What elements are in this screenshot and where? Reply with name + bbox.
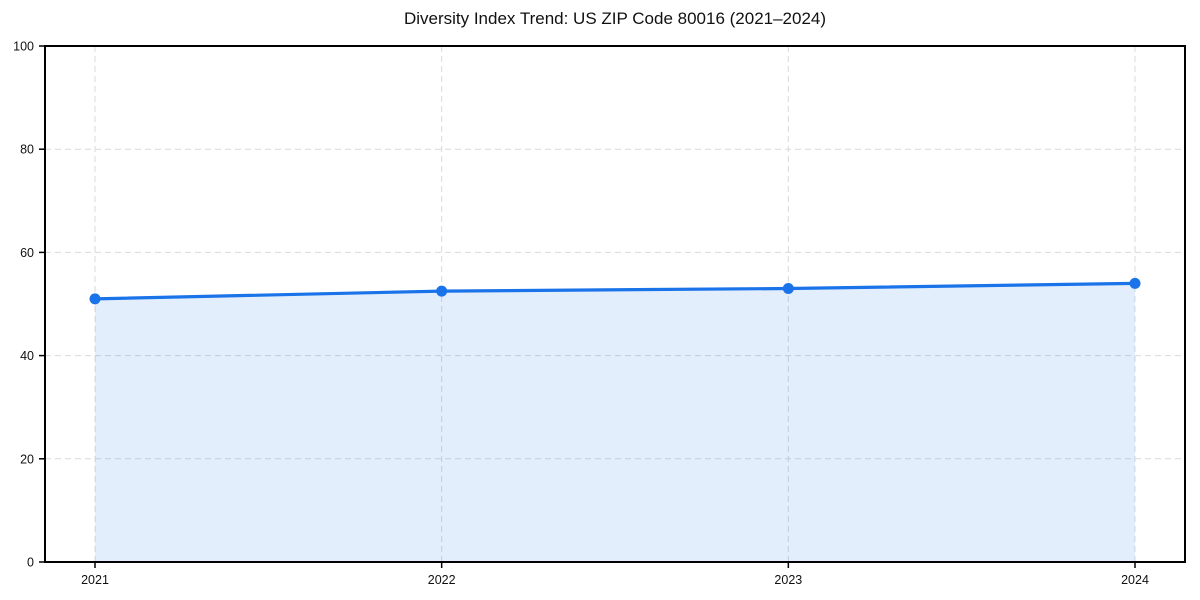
- x-axis-tick-label: 2021: [81, 573, 109, 587]
- axes-frame: [44, 45, 1186, 563]
- y-axis-tick-label: 20: [20, 452, 34, 466]
- x-axis-tick-label: 2023: [774, 573, 802, 587]
- y-axis-tick-label: 40: [20, 349, 34, 363]
- data-point-marker: [782, 283, 794, 295]
- x-axis-tick-label: 2022: [428, 573, 456, 587]
- y-axis-tick-label: 100: [13, 40, 34, 54]
- y-axis-tick-label: 80: [20, 143, 34, 157]
- data-point-marker: [89, 293, 101, 305]
- x-axis-tick-label: 2024: [1121, 573, 1149, 587]
- y-axis-tick-label: 0: [27, 556, 34, 570]
- chart-title: Diversity Index Trend: US ZIP Code 80016…: [403, 9, 827, 28]
- data-point-marker: [436, 285, 448, 297]
- y-axis-tick-label: 60: [20, 246, 34, 260]
- data-point-marker: [1129, 277, 1141, 289]
- trend-line: [93, 281, 1137, 301]
- area-fill: [95, 283, 1135, 562]
